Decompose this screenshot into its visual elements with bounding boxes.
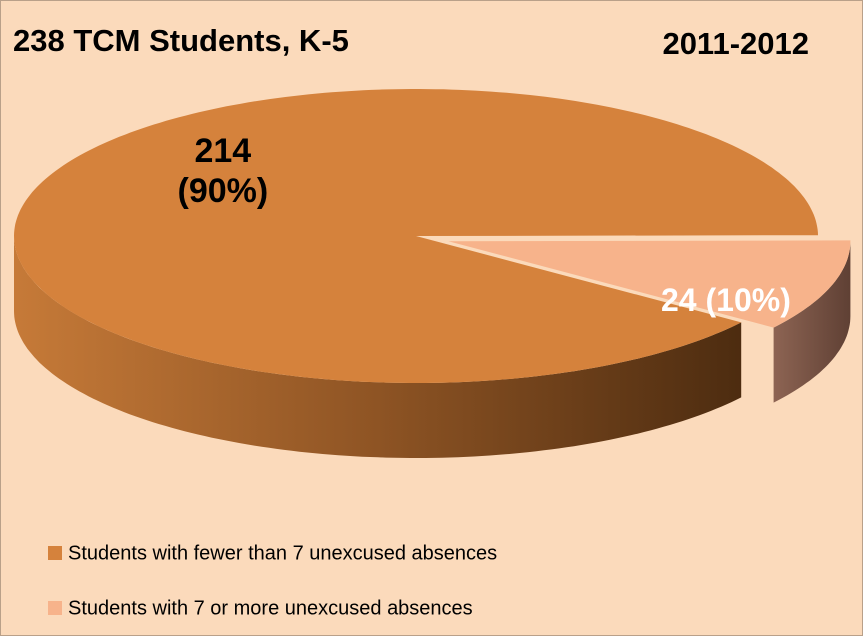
legend-swatch xyxy=(48,601,62,615)
data-label: 24 (10%) xyxy=(661,282,791,318)
slice xyxy=(14,89,818,383)
chart-title: 238 TCM Students, K-5 xyxy=(13,23,349,58)
legend-label: Students with fewer than 7 unexcused abs… xyxy=(68,542,497,564)
legend-swatch xyxy=(48,546,62,560)
slice xyxy=(448,240,851,328)
chart-subtitle: 2011-2012 xyxy=(662,26,809,61)
data-label: 214 (90%) xyxy=(177,132,269,211)
slice-side xyxy=(14,236,742,458)
slice-side xyxy=(773,241,851,403)
legend-label: Students with 7 or more unexcused absenc… xyxy=(68,597,473,619)
